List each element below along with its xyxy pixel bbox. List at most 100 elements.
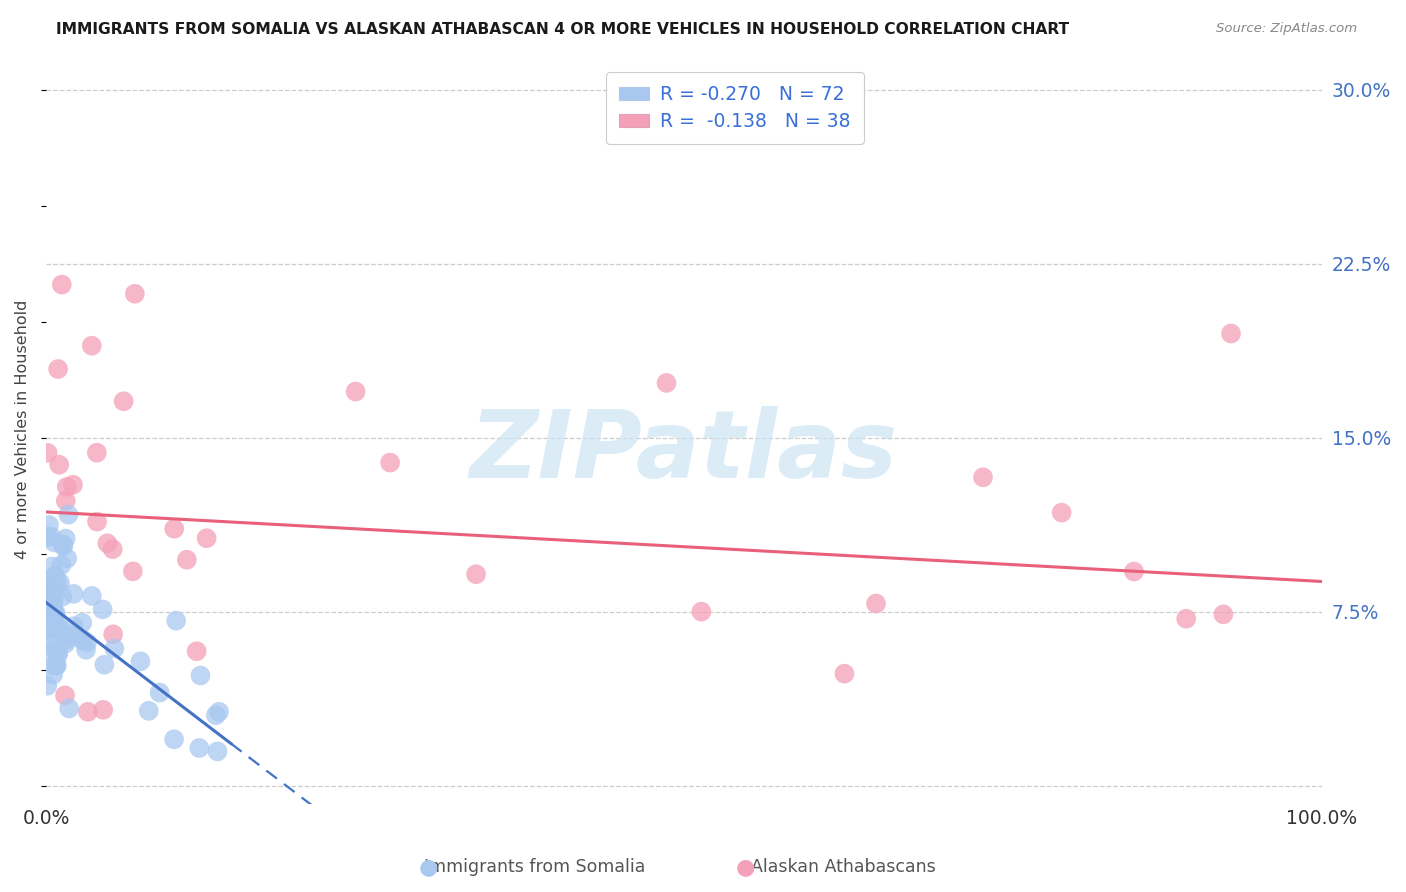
Point — [121, 565, 143, 579]
Point — [48, 458, 70, 472]
Point — [38, 582, 60, 597]
Point — [46, 646, 69, 660]
Legend: R = -0.270   N = 72, R =  -0.138   N = 38: R = -0.270 N = 72, R = -0.138 N = 38 — [606, 72, 865, 144]
Point — [37, 645, 59, 659]
Point — [53, 689, 76, 703]
Point — [138, 704, 160, 718]
Point — [42, 601, 65, 615]
Point — [63, 619, 86, 633]
Point — [44, 658, 66, 673]
Point — [45, 658, 67, 673]
Point — [56, 480, 79, 494]
Point — [52, 539, 75, 553]
Point — [37, 597, 59, 611]
Point — [56, 551, 79, 566]
Point — [103, 641, 125, 656]
Point — [77, 705, 100, 719]
Point — [655, 376, 678, 390]
Point — [48, 621, 70, 635]
Point — [46, 578, 69, 592]
Point — [80, 589, 103, 603]
Point — [186, 644, 208, 658]
Text: ●: ● — [735, 857, 755, 877]
Point — [42, 667, 65, 681]
Point — [55, 637, 77, 651]
Point — [62, 587, 84, 601]
Point — [163, 522, 186, 536]
Point — [165, 614, 187, 628]
Point — [72, 633, 94, 648]
Point — [80, 339, 103, 353]
Point — [91, 703, 114, 717]
Point — [101, 627, 124, 641]
Point — [62, 477, 84, 491]
Point — [163, 732, 186, 747]
Point — [55, 632, 77, 647]
Point — [37, 624, 59, 639]
Point — [44, 607, 66, 621]
Point — [55, 493, 77, 508]
Point — [38, 573, 60, 587]
Point — [972, 470, 994, 484]
Point — [834, 666, 856, 681]
Point — [38, 580, 60, 594]
Point — [53, 630, 76, 644]
Text: ZIPatlas: ZIPatlas — [470, 406, 898, 498]
Point — [52, 537, 75, 551]
Point — [91, 602, 114, 616]
Point — [86, 445, 108, 459]
Point — [72, 632, 94, 647]
Point — [59, 627, 82, 641]
Point — [45, 572, 67, 586]
Point — [46, 648, 69, 662]
Point — [37, 595, 59, 609]
Point — [195, 531, 218, 545]
Point — [39, 613, 62, 627]
Point — [44, 580, 66, 594]
Point — [86, 515, 108, 529]
Point — [37, 588, 59, 602]
Text: ●: ● — [419, 857, 439, 877]
Point — [76, 635, 98, 649]
Point — [344, 384, 367, 399]
Point — [1212, 607, 1234, 622]
Text: Immigrants from Somalia: Immigrants from Somalia — [423, 858, 645, 876]
Point — [39, 621, 62, 635]
Point — [124, 286, 146, 301]
Point — [149, 685, 172, 699]
Point — [44, 642, 66, 657]
Point — [1220, 326, 1243, 341]
Point — [58, 701, 80, 715]
Point — [96, 536, 118, 550]
Point — [1050, 506, 1073, 520]
Point — [37, 679, 59, 693]
Point — [49, 575, 72, 590]
Point — [51, 590, 73, 604]
Point — [205, 708, 228, 723]
Point — [42, 632, 65, 646]
Point — [46, 618, 69, 632]
Point — [37, 530, 59, 544]
Point — [39, 530, 62, 544]
Point — [45, 607, 67, 621]
Y-axis label: 4 or more Vehicles in Household: 4 or more Vehicles in Household — [15, 300, 30, 559]
Point — [38, 518, 60, 533]
Point — [176, 552, 198, 566]
Point — [51, 277, 73, 292]
Text: IMMIGRANTS FROM SOMALIA VS ALASKAN ATHABASCAN 4 OR MORE VEHICLES IN HOUSEHOLD CO: IMMIGRANTS FROM SOMALIA VS ALASKAN ATHAB… — [56, 22, 1070, 37]
Text: Alaskan Athabascans: Alaskan Athabascans — [751, 858, 936, 876]
Point — [75, 642, 97, 657]
Point — [207, 744, 229, 758]
Point — [44, 568, 66, 582]
Point — [44, 615, 66, 629]
Point — [465, 567, 488, 582]
Point — [70, 615, 93, 630]
Point — [93, 657, 115, 672]
Point — [190, 668, 212, 682]
Point — [208, 705, 231, 719]
Point — [1123, 565, 1146, 579]
Point — [37, 446, 59, 460]
Point — [42, 596, 65, 610]
Point — [58, 508, 80, 522]
Point — [690, 605, 713, 619]
